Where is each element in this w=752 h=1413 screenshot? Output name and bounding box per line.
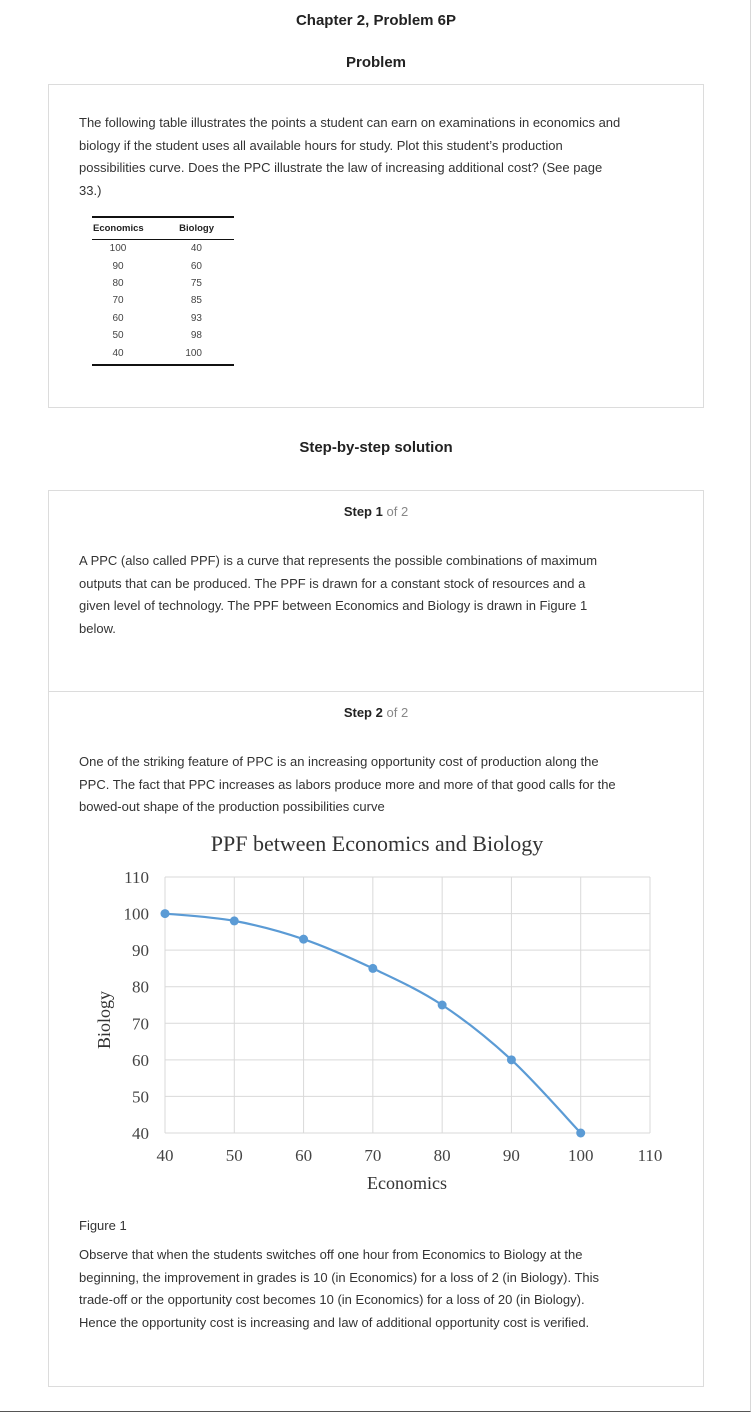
economics-cell: 60 [112, 312, 124, 324]
step-2-text: One of the striking feature of PPC is an… [79, 751, 689, 819]
y-tick-label: 40 [132, 1124, 149, 1143]
x-tick-label: 60 [295, 1146, 312, 1165]
problem-line: 33.) [79, 182, 102, 198]
points-table: Economics Biology 100 40 90 60 80 75 70 85 6… [92, 216, 234, 366]
x-tick-label: 70 [364, 1146, 381, 1165]
y-tick-label: 70 [132, 1014, 149, 1033]
step-number: 2 [375, 705, 383, 720]
conclusion-line: Hence the opportunity cost is increasing… [79, 1314, 590, 1330]
y-axis-label: Biology [94, 991, 114, 1049]
solution-heading: Step-by-step solution [299, 439, 453, 456]
biology-cell: 40 [190, 243, 202, 255]
data-point [506, 1055, 516, 1065]
problem-box [48, 84, 704, 408]
table-row: 60 93 [92, 310, 234, 327]
biology-cell: 100 [185, 347, 202, 359]
problem-text: The following table illustrates the poin… [79, 112, 689, 202]
y-tick-label: 80 [132, 978, 149, 997]
table-row: 90 60 [92, 257, 234, 274]
economics-cell: 70 [112, 295, 124, 307]
step-2-label: Step 2 of 2 [0, 705, 752, 720]
biology-cell: 98 [190, 330, 202, 342]
figure-caption: Figure 1 [79, 1218, 127, 1233]
economics-cell: 50 [112, 330, 124, 342]
data-point [229, 916, 239, 926]
problem-heading: Problem [345, 54, 406, 71]
y-tick-label: 100 [124, 905, 150, 924]
table-row: 80 75 [92, 275, 234, 292]
x-tick-label: 50 [226, 1146, 243, 1165]
conclusion-text: Observe that when the students switches … [79, 1244, 689, 1334]
data-point [437, 1000, 447, 1010]
header-biology: Biology [179, 223, 214, 234]
data-point [160, 909, 170, 919]
step-total: of 2 [386, 705, 409, 720]
economics-cell: 80 [112, 277, 124, 289]
page-title: Chapter 2, Problem 6P [295, 12, 457, 29]
step-word: Step [343, 504, 372, 519]
table-row: 50 98 [92, 327, 234, 344]
data-point [576, 1128, 586, 1138]
y-tick-label: 60 [132, 1051, 149, 1070]
x-tick-label: 90 [503, 1146, 520, 1165]
data-point [368, 963, 378, 973]
step-number: 1 [375, 504, 383, 519]
solution-box [48, 490, 704, 1387]
biology-cell: 85 [190, 295, 202, 307]
biology-cell: 75 [190, 277, 202, 289]
step-1-text: A PPC (also called PPF) is a curve that … [79, 550, 679, 640]
chart-grid [164, 876, 651, 1134]
economics-cell: 40 [112, 347, 124, 359]
step-1-line: given level of technology. The PPF betwe… [79, 598, 588, 613]
conclusion-line: beginning, the improvement in grades is … [79, 1269, 600, 1285]
step-2-line: bowed-out shape of the production possib… [79, 799, 385, 814]
step-total: of 2 [386, 504, 409, 519]
x-tick-label: 100 [568, 1146, 594, 1165]
problem-line: The following table illustrates the poin… [79, 115, 621, 130]
table-top-rule [92, 216, 234, 218]
step-2-line: One of the striking feature of PPC is an… [79, 754, 599, 769]
step-2-line: PPC. The fact that PPC increases as labo… [79, 776, 616, 792]
step-1-label: Step 1 of 2 [0, 504, 752, 519]
table-header-rule [92, 239, 234, 240]
ppf-chart: PPF between Economics and Biology 40 50 60… [94, 831, 663, 1193]
y-tick-label: 110 [124, 868, 149, 887]
problem-line: biology if the student uses all availabl… [79, 137, 563, 153]
step-1-line: below. [79, 620, 116, 636]
chart-series [160, 909, 586, 1138]
y-tick-label: 90 [132, 941, 149, 960]
header-economics: Economics [93, 223, 144, 234]
x-axis-label: Economics [367, 1173, 447, 1193]
table-bottom-rule [92, 363, 234, 366]
x-tick-label: 40 [157, 1146, 174, 1165]
chart-title: PPF between Economics and Biology [211, 831, 543, 856]
biology-cell: 93 [190, 312, 202, 324]
step-word: Step [343, 705, 372, 720]
chart-ticks: 40 50 60 70 80 90 100 110 40 50 60 70 80 90 100 110 [124, 868, 663, 1165]
step-1-line: A PPC (also called PPF) is a curve that … [79, 553, 598, 568]
table-row: 100 40 [92, 240, 234, 257]
x-tick-label: 110 [638, 1146, 663, 1165]
step-divider [48, 691, 704, 692]
table-header: Economics Biology [92, 218, 234, 239]
conclusion-line: Observe that when the students switches … [79, 1247, 583, 1262]
problem-line: possibilities curve. Does the PPC illust… [79, 160, 603, 175]
table-row: 40 100 [92, 344, 234, 361]
y-tick-label: 50 [132, 1087, 149, 1106]
x-tick-label: 80 [434, 1146, 451, 1165]
economics-cell: 90 [112, 260, 124, 272]
biology-cell: 60 [190, 260, 202, 272]
step-1-line: outputs that can be produced. The PPF is… [79, 575, 586, 591]
economics-cell: 100 [109, 243, 127, 255]
data-point [299, 934, 309, 944]
conclusion-line: trade-off or the opportunity cost become… [79, 1292, 585, 1307]
table-row: 70 85 [92, 292, 234, 309]
